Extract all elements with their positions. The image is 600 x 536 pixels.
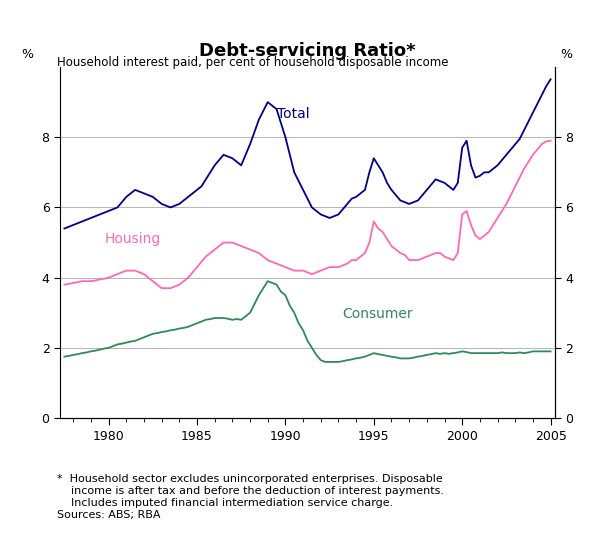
Title: Debt-servicing Ratio*: Debt-servicing Ratio* bbox=[199, 42, 416, 60]
Text: *  Household sector excludes unincorporated enterprises. Disposable
    income i: * Household sector excludes unincorporat… bbox=[57, 474, 444, 508]
Text: %: % bbox=[560, 48, 572, 62]
Text: %: % bbox=[21, 48, 33, 62]
Text: Sources: ABS; RBA: Sources: ABS; RBA bbox=[57, 510, 161, 520]
Text: Total: Total bbox=[277, 107, 309, 121]
Text: Housing: Housing bbox=[105, 232, 161, 245]
Text: Household interest paid, per cent of household disposable income: Household interest paid, per cent of hou… bbox=[57, 56, 449, 69]
Text: Consumer: Consumer bbox=[342, 307, 413, 321]
